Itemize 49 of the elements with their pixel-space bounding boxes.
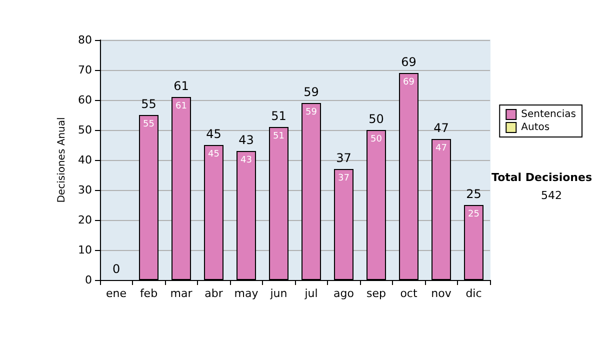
x-tick-label: sep (366, 287, 386, 300)
y-tick-label: 0 (85, 274, 92, 286)
total-label: 45 (206, 127, 222, 141)
total-label: 25 (466, 187, 482, 201)
text: Total Decisiones (492, 171, 592, 184)
y-tick-label: 20 (78, 214, 92, 226)
data-label: 59 (306, 108, 318, 118)
total-label: 51 (271, 109, 286, 123)
y-tick-label: 30 (78, 184, 92, 196)
data-label: 50 (370, 134, 382, 144)
data-label: 45 (208, 150, 220, 160)
y-tick-label: 50 (78, 124, 92, 136)
y-tick-label: 60 (78, 94, 92, 106)
x-tick-label: jun (269, 287, 288, 300)
y-tick-label: 40 (78, 154, 92, 166)
total-label: 59 (304, 85, 319, 99)
x-tick-label: oct (400, 287, 418, 300)
data-label: 55 (143, 120, 154, 130)
y-tick-label: 10 (78, 244, 92, 256)
x-tick-label: abr (204, 287, 224, 300)
x-tick-label: may (234, 287, 259, 300)
x-tick-label: ago (334, 287, 354, 300)
total-label: 69 (401, 55, 416, 69)
total-label: 50 (368, 112, 384, 126)
x-tick-label: mar (170, 287, 193, 300)
y-tick-label: 80 (78, 34, 92, 46)
text: 542 (541, 189, 562, 202)
total-label: 47 (434, 121, 449, 135)
legend-label: Autos (521, 122, 550, 133)
total-label: 37 (336, 151, 352, 165)
x-tick-label: feb (140, 287, 158, 300)
data-label: 25 (468, 210, 480, 220)
data-label: 61 (176, 102, 187, 112)
total-label: 0 (112, 262, 120, 276)
total-label: 43 (238, 133, 254, 147)
x-tick-label: jul (304, 287, 318, 300)
y-axis-title: Decisiones Anual (56, 117, 68, 203)
data-label: 43 (240, 156, 252, 166)
total-label: 61 (174, 79, 189, 93)
data-label: 69 (403, 78, 415, 88)
data-label: 37 (338, 174, 350, 184)
x-tick-label: ene (106, 287, 127, 300)
y-tick-label: 70 (78, 64, 92, 76)
data-label: 51 (273, 132, 284, 142)
x-tick-label: dic (466, 287, 482, 300)
legend-label: Sentencias (521, 109, 576, 120)
data-label: 47 (436, 144, 447, 154)
x-tick-label: nov (431, 287, 452, 300)
total-label: 55 (141, 97, 156, 111)
